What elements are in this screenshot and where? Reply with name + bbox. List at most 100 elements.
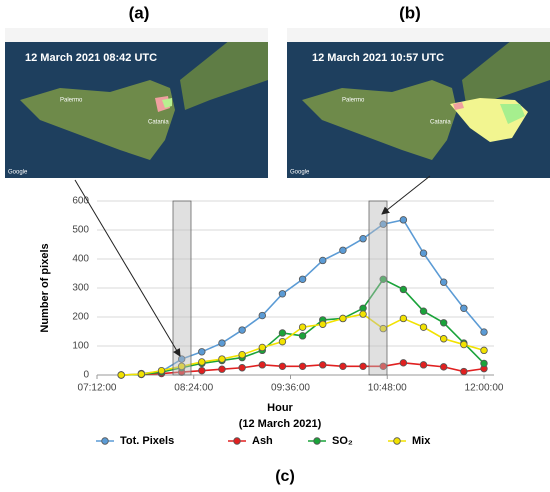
y-tick-label: 600 — [72, 196, 89, 207]
data-point — [298, 362, 307, 370]
data-point — [399, 285, 408, 294]
map-timestamp: 12 March 2021 10:57 UTC — [312, 52, 444, 64]
data-point — [278, 290, 287, 298]
data-point — [238, 326, 246, 334]
legend-label: SO₂ — [332, 435, 353, 447]
panel-label: (a) — [129, 3, 150, 22]
legend-label: Tot. Pixels — [120, 435, 174, 447]
legend-item: Mix — [388, 435, 431, 447]
map-b — [287, 28, 550, 178]
data-point — [218, 339, 226, 347]
legend-marker — [313, 437, 321, 445]
data-point — [319, 256, 327, 265]
data-point — [177, 362, 186, 370]
legend-marker — [393, 437, 401, 445]
data-point — [198, 366, 206, 375]
data-point — [439, 363, 448, 371]
data-point — [238, 351, 246, 359]
data-point — [379, 275, 387, 283]
data-point — [278, 329, 287, 337]
x-tick-label: 10:48:00 — [368, 383, 407, 394]
panel-label: (b) — [399, 3, 421, 22]
data-point — [460, 304, 468, 312]
y-tick-label: 200 — [72, 312, 89, 323]
legend-label: Mix — [412, 435, 431, 447]
data-point — [480, 328, 488, 336]
x-axis-sublabel: (12 March 2021) — [239, 418, 322, 430]
data-point — [157, 366, 166, 375]
data-point — [117, 371, 125, 379]
data-point — [439, 319, 448, 327]
data-point — [480, 346, 488, 355]
data-point — [198, 348, 206, 356]
map-timestamp: 12 March 2021 08:42 UTC — [25, 52, 157, 64]
data-point — [258, 361, 266, 369]
data-point — [419, 323, 428, 331]
arrow — [74, 179, 181, 357]
data-point — [359, 234, 367, 243]
legend-item: SO₂ — [308, 435, 353, 447]
data-point — [339, 246, 347, 254]
data-point — [419, 249, 428, 257]
data-point — [480, 359, 488, 368]
data-point — [419, 307, 428, 315]
data-point — [278, 337, 287, 346]
data-point — [319, 320, 327, 328]
arrow — [381, 175, 431, 215]
y-axis-label: Number of pixels — [39, 243, 51, 332]
data-point — [419, 361, 428, 369]
data-point — [258, 343, 266, 352]
data-point — [339, 314, 347, 323]
data-point — [379, 362, 387, 370]
data-point — [399, 216, 408, 224]
x-tick-label: 12:00:00 — [465, 383, 504, 394]
data-point — [460, 340, 468, 349]
map-label: Palermo — [342, 98, 365, 104]
data-point — [379, 324, 387, 333]
x-tick-label: 09:36:00 — [271, 383, 310, 394]
data-point — [177, 355, 186, 363]
data-point — [218, 365, 226, 373]
highlight-box — [368, 200, 388, 376]
data-point — [298, 275, 307, 283]
legend-marker — [233, 437, 241, 445]
data-point — [137, 370, 146, 378]
data-point — [359, 310, 367, 318]
map-label: Google — [8, 170, 28, 176]
x-axis-label: Hour — [267, 402, 293, 414]
data-point — [258, 311, 266, 320]
data-point — [298, 332, 307, 340]
legend-marker — [101, 437, 109, 445]
data-point — [399, 314, 408, 323]
plot: 0 100 200 300 400 500 600 07:12:00 08:24:00 09:36… — [72, 196, 504, 394]
data-point — [238, 364, 246, 372]
y-tick-label: 400 — [72, 254, 89, 265]
map-label: Google — [290, 170, 310, 176]
x-tick-label: 08:24:00 — [174, 383, 213, 394]
map-label: Catania — [430, 120, 451, 126]
legend-item: Ash — [228, 435, 273, 447]
data-point — [379, 220, 387, 228]
panel-label: (c) — [275, 468, 295, 485]
y-tick-label: 100 — [72, 341, 89, 352]
y-tick-label: 300 — [72, 283, 89, 294]
data-point — [319, 361, 327, 369]
legend-item: Tot. Pixels — [96, 435, 174, 447]
y-tick-label: 500 — [72, 225, 89, 236]
map-label: Catania — [148, 120, 169, 126]
data-point — [339, 362, 347, 370]
data-point — [298, 323, 307, 331]
data-point — [198, 358, 206, 366]
y-tick-label: 0 — [83, 370, 89, 381]
legend-label: Ash — [252, 435, 273, 447]
map-label: Palermo — [60, 98, 83, 104]
x-tick-label: 07:12:00 — [78, 383, 117, 394]
map-a — [5, 28, 268, 178]
highlight-box — [172, 200, 192, 376]
data-point — [218, 355, 226, 363]
series-line — [141, 218, 485, 375]
data-point — [278, 362, 287, 370]
data-point — [399, 359, 408, 367]
data-point — [439, 278, 448, 286]
